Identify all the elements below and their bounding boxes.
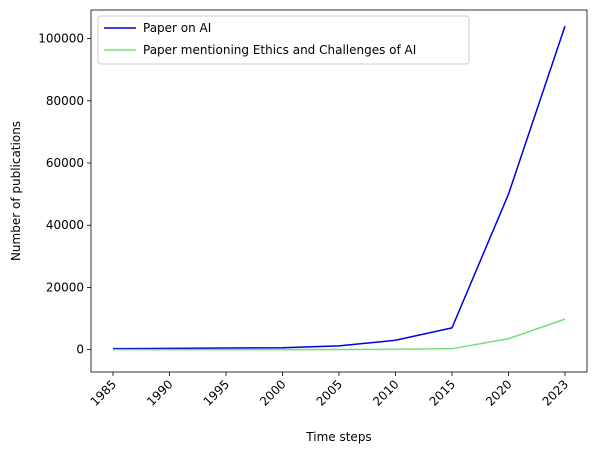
x-tick-label: 2015 bbox=[427, 377, 458, 408]
series-lines bbox=[112, 25, 566, 351]
y-tick-label: 0 bbox=[76, 343, 84, 357]
y-tick-label: 40000 bbox=[46, 218, 84, 232]
y-tick-label: 80000 bbox=[46, 94, 84, 108]
legend-box bbox=[97, 15, 470, 65]
x-tick-label: 1990 bbox=[144, 377, 175, 408]
y-axis: 0 20000 40000 60000 80000 100000 bbox=[38, 32, 91, 357]
x-tick-label: 2010 bbox=[370, 377, 401, 408]
x-tick-label: 1995 bbox=[201, 377, 232, 408]
legend-label-ethics-and-challenges: Paper mentioning Ethics and Challenges o… bbox=[143, 43, 416, 57]
series-line-0 bbox=[112, 25, 566, 350]
x-tick-label: 1985 bbox=[88, 377, 119, 408]
x-tick-label: 2020 bbox=[483, 377, 514, 408]
y-tick-label: 100000 bbox=[38, 32, 84, 46]
y-tick-label: 60000 bbox=[46, 156, 84, 170]
y-axis-title: Number of publications bbox=[9, 121, 23, 261]
x-tick-label: 2023 bbox=[540, 377, 571, 408]
series-line-1 bbox=[113, 318, 566, 351]
x-axis-title: Time steps bbox=[305, 430, 371, 444]
x-tick-label: 2005 bbox=[314, 377, 345, 408]
y-tick-label: 20000 bbox=[46, 280, 84, 294]
legend-label-paper-on-ai: Paper on AI bbox=[143, 21, 211, 35]
x-tick-label: 2000 bbox=[257, 377, 288, 408]
legend: Paper on AI Paper mentioning Ethics and … bbox=[97, 15, 470, 65]
x-axis: 1985 1990 1995 2000 2005 2010 2015 2020 2023 bbox=[88, 372, 571, 409]
